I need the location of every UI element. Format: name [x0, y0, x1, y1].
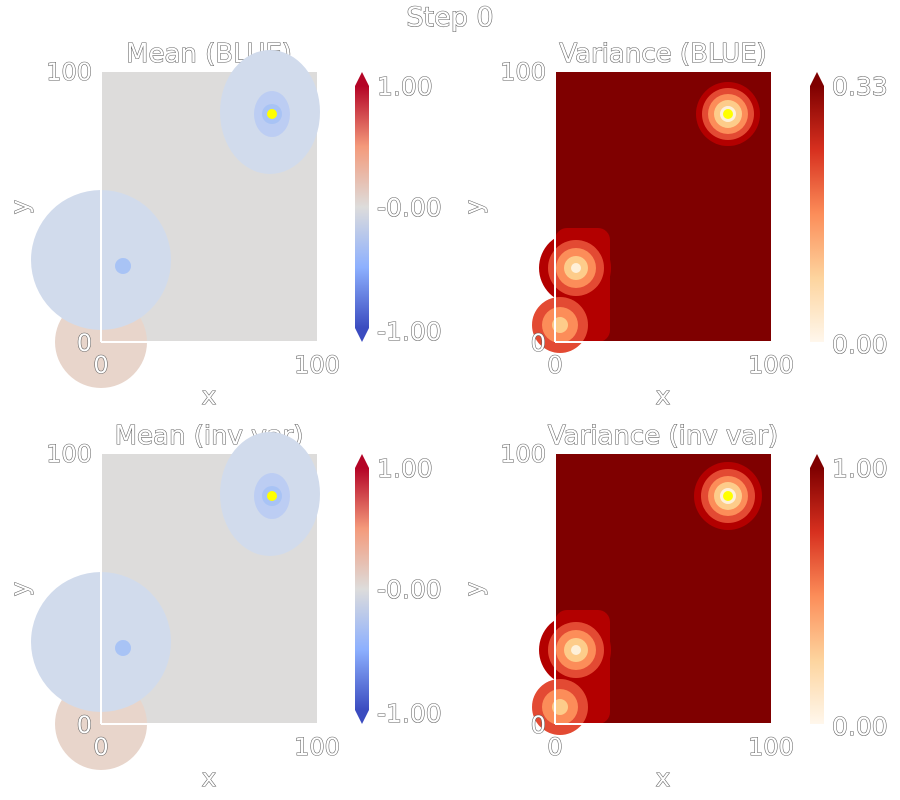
low-variance-well-lower — [532, 610, 611, 735]
colorbar-gradient — [355, 468, 369, 710]
heatmap-field — [31, 432, 320, 770]
y-axis-spine — [554, 72, 556, 342]
x-tick-label: 0 — [93, 733, 108, 761]
colorbar: 1.00 -0.00 -1.00 — [355, 71, 442, 347]
x-axis-label: x — [656, 382, 670, 410]
colorbar-tick-label: -0.00 — [377, 193, 442, 222]
colorbar-extend-max — [810, 72, 824, 86]
y-tick-label: 0 — [531, 329, 546, 357]
y-tick-label: 0 — [77, 711, 92, 739]
y-axis-spine — [100, 72, 102, 342]
y-tick-label: 100 — [500, 58, 546, 86]
y-tick-label: 100 — [46, 440, 92, 468]
x-tick-label: 100 — [748, 733, 794, 761]
x-axis-label: x — [202, 764, 216, 792]
y-tick-label: 0 — [531, 711, 546, 739]
colorbar-gradient — [810, 86, 824, 342]
negative-contour-inner — [115, 258, 131, 274]
colorbar-tick-label: -0.00 — [377, 575, 442, 604]
x-axis-spine — [101, 723, 317, 725]
colorbar-tick-label: 0.00 — [832, 712, 888, 741]
colorbar-gradient — [355, 86, 369, 328]
x-axis-label: x — [202, 382, 216, 410]
y-tick-label: 100 — [46, 58, 92, 86]
y-tick-label: 100 — [500, 440, 546, 468]
heatmap-field — [31, 50, 320, 388]
y-axis-label: y — [6, 200, 34, 214]
panel-title: Variance (BLUE) — [559, 39, 766, 69]
colorbar-tick-label: -1.00 — [377, 317, 442, 346]
observation-marker — [723, 491, 733, 501]
heatmap-field — [532, 454, 771, 735]
colorbar-gradient — [810, 468, 824, 724]
panel-mean-blue: Mean (BLUE) 0 100 0 100 x y 1.00 -0.00 -… — [5, 38, 442, 410]
colorbar: 0.33 0.00 — [810, 71, 888, 360]
heatmap-field — [532, 72, 771, 353]
x-axis-spine — [555, 341, 771, 343]
x-tick-label: 100 — [748, 351, 794, 379]
colorbar-extend-min — [355, 328, 369, 342]
colorbar-tick-label: 1.00 — [832, 454, 888, 483]
colorbar-extend-max — [355, 454, 369, 468]
x-tick-label: 0 — [547, 733, 562, 761]
negative-contour-inner — [115, 640, 131, 656]
observation-marker — [267, 491, 277, 501]
x-tick-label: 0 — [547, 351, 562, 379]
colorbar: 1.00 0.00 — [810, 453, 888, 742]
y-axis-label: y — [6, 582, 34, 596]
x-tick-label: 100 — [294, 733, 340, 761]
y-axis-label: y — [460, 200, 488, 214]
colorbar-extend-max — [355, 72, 369, 86]
colorbar-tick-label: -1.00 — [377, 699, 442, 728]
colorbar-tick-label: 1.00 — [377, 72, 433, 101]
x-axis-spine — [101, 341, 317, 343]
y-tick-label: 0 — [77, 329, 92, 357]
panel-variance-blue: Variance (BLUE) — [459, 38, 888, 410]
colorbar-extend-min — [355, 710, 369, 724]
x-tick-label: 100 — [294, 351, 340, 379]
x-axis-spine — [555, 723, 771, 725]
y-axis-spine — [554, 454, 556, 724]
x-tick-label: 0 — [93, 351, 108, 379]
colorbar-tick-label: 1.00 — [377, 454, 433, 483]
colorbar-extend-max — [810, 454, 824, 468]
observation-marker — [723, 109, 733, 119]
y-axis-spine — [100, 454, 102, 724]
colorbar: 1.00 -0.00 -1.00 — [355, 453, 442, 729]
panel-title: Variance (inv var) — [548, 421, 778, 451]
panel-mean-inv-var: Mean (inv var) 0 100 0 100 x y 1.00 -0.0… — [5, 420, 442, 792]
y-axis-label: y — [460, 582, 488, 596]
colorbar-tick-label: 0.00 — [832, 330, 888, 359]
low-variance-well-lower — [532, 228, 611, 353]
colorbar-tick-label: 0.33 — [832, 72, 888, 101]
x-axis-label: x — [656, 764, 670, 792]
panel-variance-inv-var: Variance (inv var) — [459, 420, 888, 792]
observation-marker — [267, 109, 277, 119]
figure-suptitle: Step 0 — [406, 2, 493, 33]
